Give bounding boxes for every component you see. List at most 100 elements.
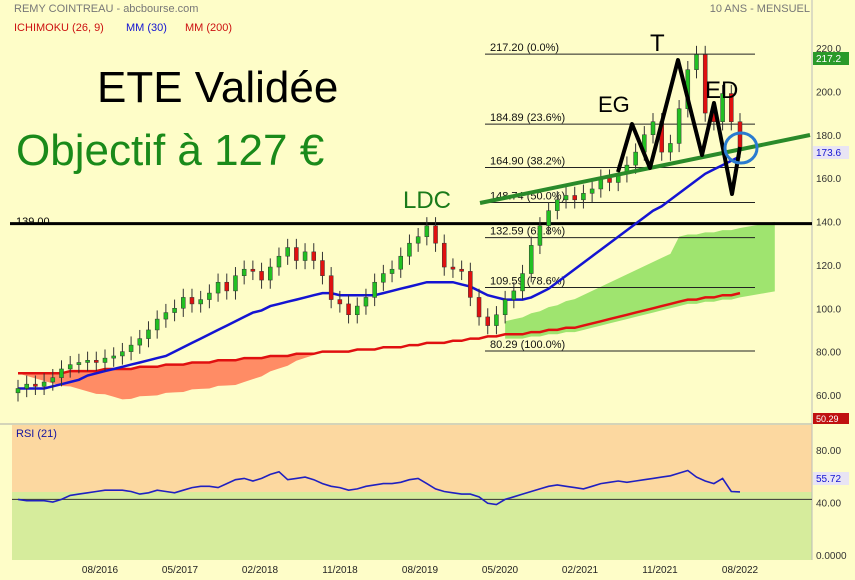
candle-body xyxy=(233,275,238,292)
rsi-panel: 0.0000 40.00 80.00 xyxy=(12,446,847,562)
candle-body xyxy=(85,360,90,363)
candle-body xyxy=(163,312,169,320)
candle-body xyxy=(268,266,273,281)
last-price-tag xyxy=(813,52,849,65)
rsi-line xyxy=(17,469,741,506)
candle-body xyxy=(468,271,473,298)
candle-body xyxy=(563,195,569,201)
candle-body xyxy=(102,357,108,363)
time-tick-label: 02/2018 xyxy=(242,565,279,576)
candle-body xyxy=(59,368,64,378)
candle-body xyxy=(215,281,221,294)
candle-body xyxy=(294,247,299,261)
time-tick-label: 08/2022 xyxy=(722,565,759,576)
time-tick-label: 05/2020 xyxy=(482,565,519,576)
rsi-top-tag xyxy=(813,413,849,424)
time-tick-label: 08/2019 xyxy=(402,565,439,576)
candle-body xyxy=(320,260,325,276)
current-price-label: 173.6 xyxy=(816,148,841,159)
candle-body xyxy=(337,299,343,305)
candle-body xyxy=(433,225,438,244)
annotation-objective: Objectif à 127 € xyxy=(16,126,324,175)
candle-body xyxy=(476,297,482,318)
candle-body xyxy=(502,299,508,316)
pattern-drawings xyxy=(479,58,811,205)
price-tick-label: 160.0 xyxy=(816,174,841,185)
candle-body xyxy=(572,195,577,201)
support-label: 139.00 xyxy=(16,216,50,228)
annotation-title: ETE Validée xyxy=(97,63,338,112)
last-price-label: 217.2 xyxy=(816,54,841,65)
price-tick-label: 80.00 xyxy=(816,348,841,359)
candle-body xyxy=(581,193,586,201)
rsi-tick-label: 40.00 xyxy=(816,499,841,510)
candle-body xyxy=(111,355,116,359)
current-price-tag xyxy=(813,146,849,159)
rsi-overbought-zone xyxy=(12,425,812,492)
candle-body xyxy=(224,281,230,292)
candle-body xyxy=(181,297,186,309)
candle-body xyxy=(459,268,464,272)
candle-body xyxy=(415,236,421,244)
price-tick-label: 60.00 xyxy=(816,391,841,402)
candle-body xyxy=(346,303,351,316)
candle-body xyxy=(128,344,134,352)
neckline xyxy=(479,133,811,205)
rsi-top-label: 50.29 xyxy=(816,414,839,424)
candle-body xyxy=(520,273,525,292)
candle-body xyxy=(485,316,490,326)
legend-mm200: MM (200) xyxy=(185,22,232,34)
candle-body xyxy=(328,275,334,300)
candle-body xyxy=(546,210,551,227)
ichimoku-cloud-red xyxy=(18,353,314,400)
candle-body xyxy=(207,292,212,300)
candle-body xyxy=(241,268,247,276)
candle-body xyxy=(676,108,682,144)
rsi-oversold-zone xyxy=(12,492,812,560)
candle-body xyxy=(381,273,386,283)
header-period: 10 ANS - MENSUEL xyxy=(710,3,810,15)
candle-body xyxy=(355,305,360,316)
price-tick-label: 200.0 xyxy=(816,87,841,98)
candles xyxy=(15,45,743,402)
rsi-title: RSI (21) xyxy=(16,428,57,440)
time-tick-label: 08/2016 xyxy=(82,565,119,576)
candle-body xyxy=(363,297,369,307)
candle-body xyxy=(120,351,125,357)
rsi-last-label: 55.72 xyxy=(816,474,841,485)
candle-body xyxy=(15,388,21,394)
candle-body xyxy=(259,271,264,281)
price-tick-label: 180.0 xyxy=(816,131,841,142)
head-shoulders-zigzag xyxy=(616,58,742,196)
annotation-ed: ED xyxy=(705,77,738,104)
time-tick-label: 11/2021 xyxy=(642,565,678,576)
header-symbol: REMY COINTREAU - abcbourse.com xyxy=(14,3,198,15)
candle-body xyxy=(407,242,412,257)
candle-body xyxy=(285,247,290,257)
candle-body xyxy=(389,268,395,274)
candle-body xyxy=(172,308,177,313)
candle-body xyxy=(372,281,377,298)
candle-body xyxy=(398,255,403,270)
candle-body xyxy=(76,362,82,365)
candle-body xyxy=(302,251,308,261)
candle-body xyxy=(607,177,612,183)
candle-body xyxy=(137,338,143,346)
candle-body xyxy=(198,299,203,305)
fib-label: 184.89 (23.6%) xyxy=(490,112,565,124)
price-tick-label: 100.0 xyxy=(816,304,841,315)
fib-label: 132.59 (61.8%) xyxy=(490,226,565,238)
fib-label: 217.20 (0.0%) xyxy=(490,42,559,54)
candle-body xyxy=(694,54,699,70)
candle-body xyxy=(668,143,673,153)
candle-body xyxy=(537,225,543,246)
price-axis: 60.00 80.00 100.0 120.0 140.0 160.0 180.0 200.0… xyxy=(816,44,841,402)
legend-mm30: MM (30) xyxy=(126,22,167,34)
ichimoku-cloud-green xyxy=(505,221,775,339)
fib-label: 148.74 (50.0%) xyxy=(490,191,565,203)
candle-body xyxy=(494,314,499,326)
fib-label: 80.29 (100.0%) xyxy=(490,339,565,351)
candle-body xyxy=(720,93,725,122)
